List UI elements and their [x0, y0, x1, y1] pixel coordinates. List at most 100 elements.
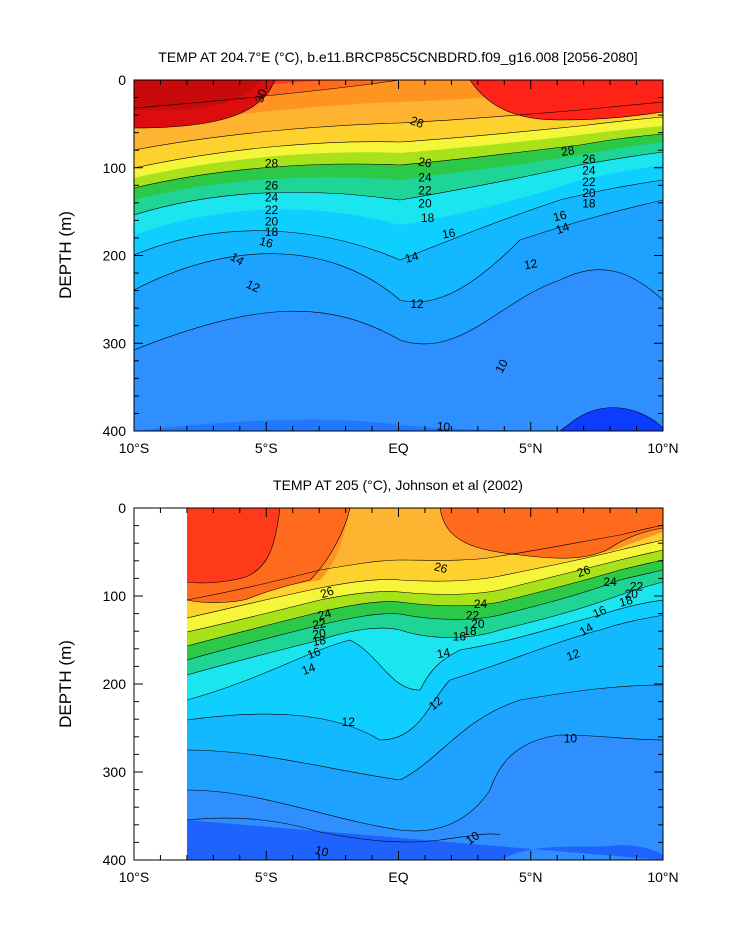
- panel-observed: TEMP AT 205 (°C), Johnson et al (2002): [56, 477, 679, 885]
- contour-label: 14: [228, 250, 247, 269]
- panel-a-title: TEMP AT 204.7°E (°C), b.e11.BRCP85C5CNBD…: [158, 49, 637, 65]
- contour-label: 18: [463, 624, 477, 638]
- contour-label: 20: [471, 617, 485, 631]
- contour-label: 26: [318, 584, 336, 602]
- contour-label: 22: [265, 203, 279, 217]
- contour-line: [187, 734, 663, 832]
- contour-label: 30: [252, 87, 270, 105]
- contour-line: [134, 133, 663, 189]
- contour-label: 28: [408, 113, 426, 131]
- y-tick-label: 100: [103, 160, 127, 176]
- x-tick-label: 5°S: [255, 869, 278, 885]
- contour-label: 18: [618, 593, 635, 610]
- contour-label: 24: [582, 163, 596, 177]
- band-25: [187, 508, 280, 583]
- contour-line: [187, 817, 501, 843]
- contour-label: 18: [311, 633, 327, 649]
- contour-label: 10: [314, 843, 331, 860]
- x-tick-label: 10°N: [647, 440, 678, 456]
- contour-label: 26: [575, 562, 593, 580]
- contour-line: [134, 199, 663, 303]
- contour-line: [134, 116, 663, 169]
- y-tick-label: 200: [103, 248, 127, 264]
- contour-label: 20: [582, 186, 596, 200]
- contour-label: 22: [466, 608, 480, 622]
- contour-label: 14: [436, 645, 452, 661]
- x-tick-label: 5°N: [519, 869, 543, 885]
- y-tick-label: 300: [103, 764, 127, 780]
- contour-label: 20: [418, 197, 432, 211]
- x-tick-label: EQ: [388, 440, 408, 456]
- contour-line: [187, 569, 663, 661]
- contour-line: [187, 599, 663, 701]
- x-tick-label: 10°S: [119, 440, 150, 456]
- contour-label: 26: [433, 559, 450, 576]
- y-tick-label: 400: [103, 852, 127, 868]
- contour-label: 24: [316, 606, 333, 623]
- contour-label: 28: [265, 156, 279, 170]
- contour-label: 22: [311, 616, 327, 632]
- contour-label: 24: [265, 191, 279, 205]
- contour-line: [134, 80, 276, 129]
- contour-label: 10: [564, 732, 578, 746]
- x-tick-label: 10°N: [647, 869, 678, 885]
- x-tick-label: 10°S: [119, 869, 150, 885]
- contour-label: 26: [265, 178, 279, 192]
- contour-line: [187, 581, 663, 676]
- contour-label: 14: [403, 249, 420, 266]
- contour-label: 20: [311, 626, 327, 642]
- band-24: [440, 508, 663, 559]
- contour-label: 16: [552, 207, 569, 224]
- contour-label: 16: [441, 225, 457, 241]
- contour-line: [187, 559, 663, 647]
- contour-label: 14: [554, 219, 572, 237]
- contour-label: 24: [603, 575, 617, 589]
- contour-line: [134, 151, 663, 216]
- contour-label: 12: [342, 715, 356, 729]
- contour-label: 14: [300, 660, 318, 678]
- contour-line: [559, 407, 663, 431]
- contour-label: 20: [265, 214, 279, 228]
- contour-label: 12: [523, 256, 539, 272]
- contour-line: [439, 508, 663, 559]
- contour-label: 14: [577, 620, 596, 639]
- panel-a-ylabel: DEPTH (m): [56, 211, 75, 299]
- contour-label: 18: [265, 225, 279, 239]
- y-tick-label: 0: [118, 72, 126, 88]
- contour-line: [187, 524, 663, 601]
- contour-label: 10: [492, 357, 511, 376]
- contour-label: 24: [418, 170, 432, 184]
- contour-label: 28: [560, 143, 576, 159]
- contour-label: 24: [474, 597, 488, 611]
- contour-line: [187, 508, 351, 603]
- contour-line: [187, 539, 663, 619]
- panel-b-axes: 10°S 5°S EQ 5°N 10°N 0 100 200 300 400: [103, 500, 679, 885]
- contour-label: 10: [436, 419, 451, 434]
- band-10: [187, 820, 663, 860]
- y-tick-label: 0: [118, 500, 126, 516]
- contour-line: [134, 101, 663, 151]
- panel-model: TEMP AT 204.7°E (°C), b.e11.BRCP85C5CNBD…: [56, 49, 679, 456]
- contour-label: 22: [630, 579, 644, 593]
- contour-line: [469, 80, 663, 121]
- contour-label: 16: [453, 629, 467, 643]
- contour-label: 18: [582, 197, 596, 211]
- panel-b-contour-labels: 2626262424242222222020201818181616161414…: [300, 559, 644, 859]
- band-28: [134, 419, 560, 431]
- contour-label: 12: [564, 646, 582, 664]
- x-tick-label: 5°N: [519, 440, 543, 456]
- contour-label: 16: [258, 234, 275, 251]
- contour-label: 26: [417, 154, 433, 170]
- contour-line: [187, 614, 663, 741]
- contour-line: [134, 269, 663, 351]
- y-tick-label: 100: [103, 588, 127, 604]
- contour-line: [187, 549, 663, 633]
- contour-line: [187, 684, 663, 781]
- contour-label: 18: [421, 211, 435, 225]
- contour-label: 22: [418, 184, 432, 198]
- y-tick-label: 200: [103, 676, 127, 692]
- contour-label: 20: [625, 587, 639, 601]
- x-tick-label: 5°S: [255, 440, 278, 456]
